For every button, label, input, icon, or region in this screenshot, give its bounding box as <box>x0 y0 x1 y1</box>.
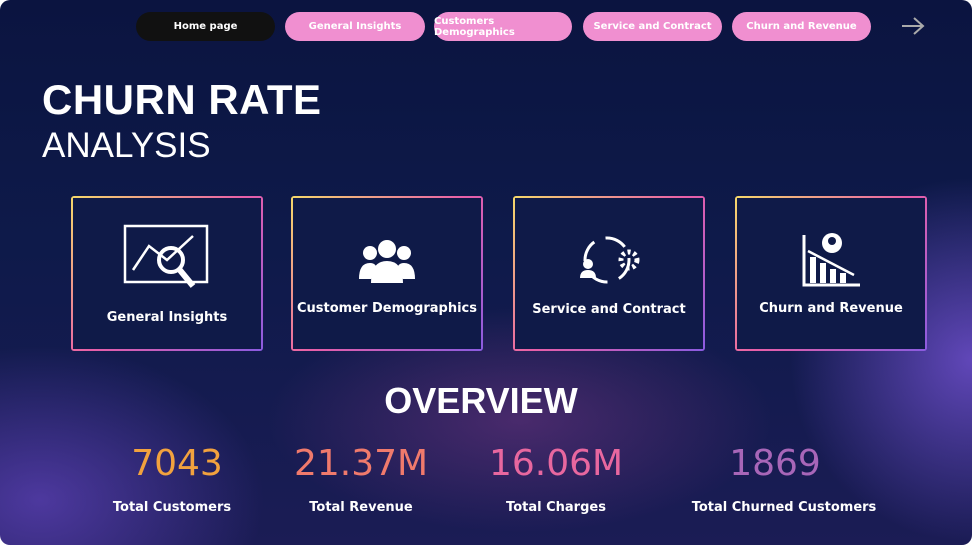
next-arrow[interactable] <box>900 15 926 37</box>
kpi-label: Total Customers <box>112 500 232 515</box>
nav-card[interactable]: General Insights <box>71 196 263 351</box>
kpi-label: Total Charges <box>506 500 606 515</box>
icon <box>359 240 415 283</box>
nav-tab[interactable]: Churn and Revenue <box>732 12 871 41</box>
icon <box>123 224 209 288</box>
nav-tab[interactable]: Service and Contract <box>583 12 722 41</box>
nav-tab[interactable]: Home page <box>136 12 275 41</box>
card-label: Service and Contract <box>532 302 686 317</box>
kpi-label: Total Revenue <box>309 500 413 515</box>
icon <box>802 233 860 287</box>
nav-tab[interactable]: Customers Demographics <box>434 12 572 41</box>
kpi-value: 21.37M <box>293 443 429 484</box>
nav-card[interactable]: Churn and Revenue <box>735 196 927 351</box>
overview-title: OVERVIEW <box>384 380 578 421</box>
nav-card[interactable]: Customer Demographics <box>291 196 483 351</box>
title: CHURN RATE <box>42 76 322 123</box>
subtitle: ANALYSIS <box>42 126 211 165</box>
icon <box>580 236 640 284</box>
kpi-value: 1869 <box>729 443 821 484</box>
card-label: Churn and Revenue <box>759 301 903 316</box>
nav-card[interactable]: Service and Contract <box>513 196 705 351</box>
card-label: Customer Demographics <box>296 301 477 316</box>
nav-tab[interactable]: General Insights <box>285 12 425 41</box>
kpi-value: 16.06M <box>488 443 624 484</box>
kpi-value: 7043 <box>131 443 223 484</box>
kpi-label: Total Churned Customers <box>691 500 877 515</box>
card-label: General Insights <box>106 310 228 325</box>
